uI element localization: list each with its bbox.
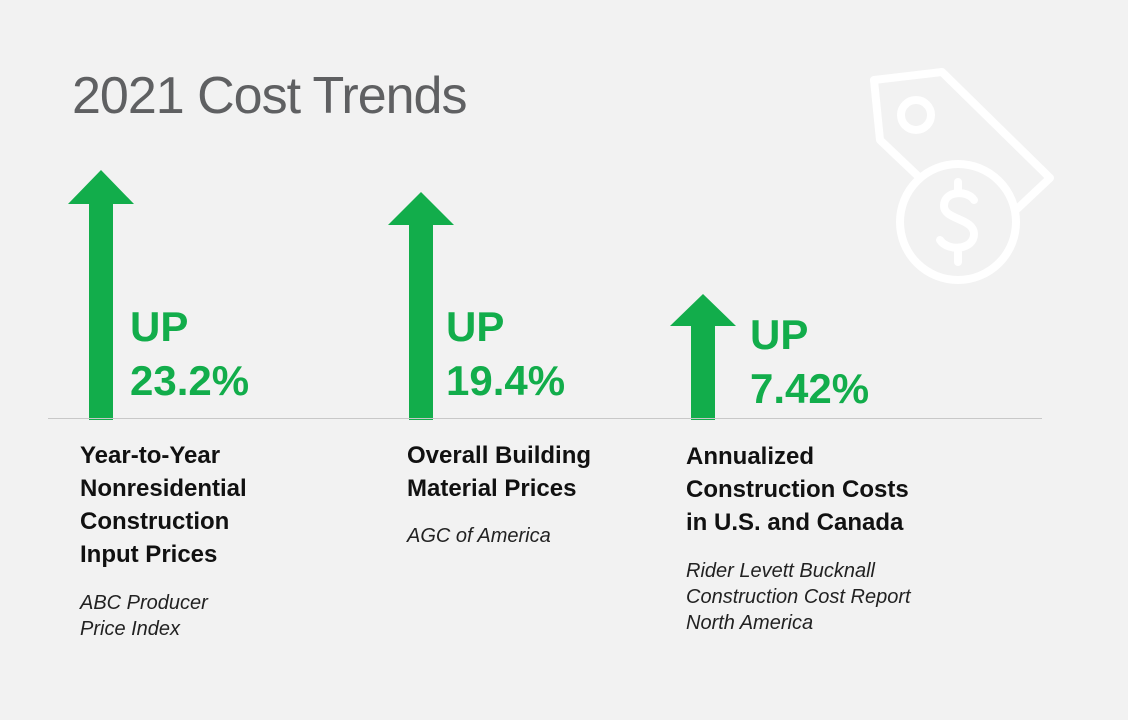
price-tag-dollar-icon [870, 68, 1054, 284]
stat-label-line: Nonresidential [80, 475, 247, 502]
stat-source: Rider Levett Bucknall Construction Cost … [686, 558, 911, 636]
stat-percentage: 19.4% [446, 357, 566, 404]
stat-label-line: Construction Costs [686, 476, 909, 503]
stat-label: Overall Building Material Prices [407, 439, 591, 505]
stat-label-line: in U.S. and Canada [686, 509, 904, 536]
stat-source-line: North America [686, 612, 814, 634]
up-arrow-icon [68, 170, 134, 420]
stat-source: ABC Producer Price Index [80, 590, 208, 642]
stat-label-line: Overall Building [407, 442, 592, 469]
stat-percentage: 7.42% [750, 365, 870, 412]
stat-source-line: AGC of America [407, 525, 551, 547]
stat-value: UP 23.2% [130, 302, 249, 406]
stat-percentage: 23.2% [130, 357, 250, 404]
page-title: 2021 Cost Trends [72, 67, 467, 125]
stat-source: AGC of America [407, 523, 551, 549]
stat-label: Year-to-Year Nonresidential Construction… [80, 439, 247, 571]
up-arrow-icon [670, 294, 736, 420]
stat-label-line: Construction [80, 508, 230, 535]
baseline-divider [48, 418, 1042, 419]
stat-label: Annualized Construction Costs in U.S. an… [686, 440, 909, 539]
stat-direction: UP [130, 303, 189, 350]
stat-direction: UP [750, 311, 809, 358]
up-arrow-icon [388, 192, 454, 420]
stat-source-line: Price Index [80, 618, 181, 640]
stat-value: UP 19.4% [446, 302, 565, 406]
stat-label-line: Input Prices [80, 541, 218, 568]
stat-direction: UP [446, 303, 505, 350]
stat-source-line: Construction Cost Report [686, 586, 911, 608]
stat-label-line: Annualized [686, 443, 815, 470]
stat-value: UP 7.42% [750, 310, 869, 414]
stat-source-line: ABC Producer [80, 592, 208, 614]
stat-label-line: Year-to-Year [80, 442, 221, 469]
stat-source-line: Rider Levett Bucknall [686, 560, 875, 582]
stat-label-line: Material Prices [407, 475, 577, 502]
